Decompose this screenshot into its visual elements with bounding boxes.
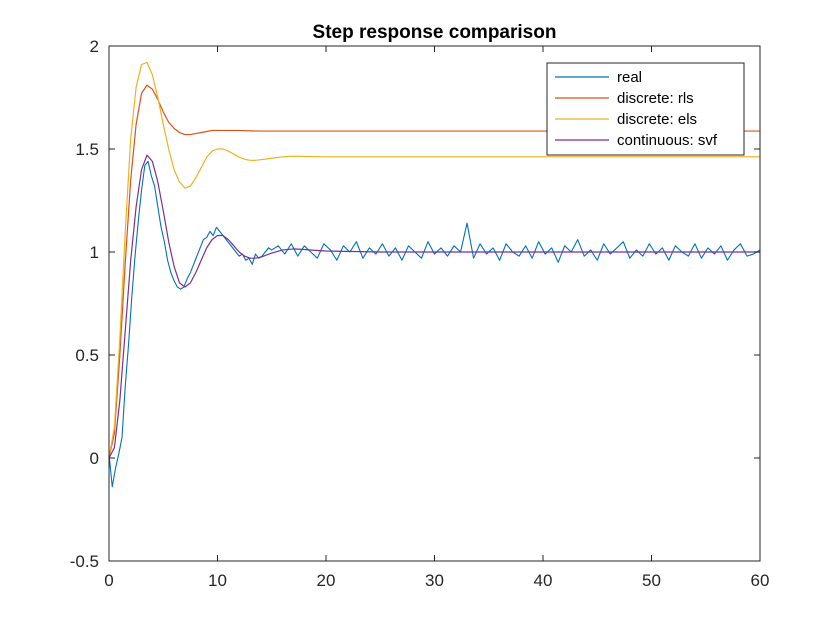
x-tick-label: 10 (208, 571, 227, 590)
y-tick-label: -0.5 (70, 552, 99, 571)
chart-title: Step response comparison (313, 22, 557, 43)
series-line-3 (108, 154, 760, 459)
y-tick-label: 2 (90, 37, 99, 56)
y-tick-label: 1 (90, 243, 99, 262)
x-tick-label: 30 (425, 571, 444, 590)
x-tick-label: 0 (104, 571, 113, 590)
ticks-layer: 0 10 20 30 40 50 60 -0.5 0 0.5 1 1.5 2 (70, 37, 770, 590)
series-line-0 (108, 160, 761, 488)
x-tick-label: 40 (534, 571, 553, 590)
x-tick-label: 20 (317, 571, 336, 590)
legend-entry-1: discrete: rls (617, 90, 694, 107)
legend: real discrete: rls discrete: els continuous… (546, 62, 745, 156)
legend-entry-3: continuous: svf (617, 132, 718, 149)
x-tick-label: 50 (642, 571, 661, 590)
y-tick-label: 1.5 (75, 140, 99, 159)
x-tick-label: 60 (751, 571, 770, 590)
series-line-1 (108, 84, 760, 459)
y-tick-label: 0.5 (75, 346, 99, 365)
legend-entry-2: discrete: els (617, 111, 697, 128)
series-line-2 (108, 61, 760, 459)
y-tick-label: 0 (90, 449, 99, 468)
series-layer (108, 61, 761, 488)
legend-entry-0: real (617, 69, 642, 86)
